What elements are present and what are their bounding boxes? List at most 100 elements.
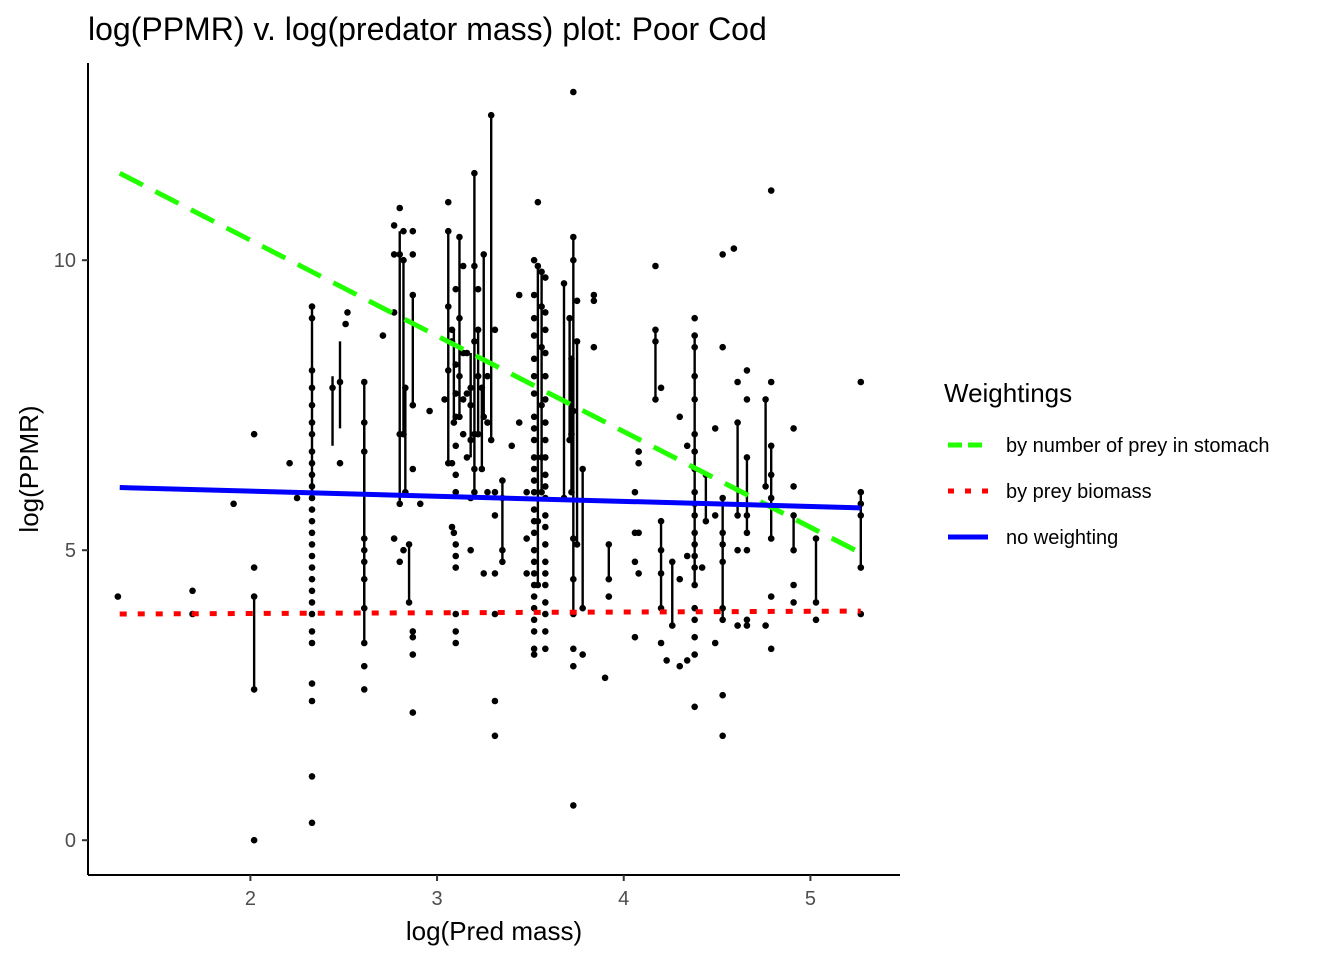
data-point-161 bbox=[523, 488, 530, 496]
data-point-131 bbox=[474, 430, 482, 438]
data-point-309 bbox=[719, 558, 726, 566]
data-point-120 bbox=[467, 546, 474, 554]
data-point-246 bbox=[590, 291, 598, 299]
data-point-239 bbox=[573, 338, 581, 345]
chart-title: log(PPMR) v. log(predator mass) plot: Po… bbox=[88, 11, 767, 47]
data-point-60 bbox=[396, 558, 404, 566]
data-point-328 bbox=[743, 367, 751, 374]
data-point-0 bbox=[114, 593, 122, 600]
data-point-249 bbox=[605, 575, 613, 583]
data-point-222 bbox=[560, 280, 568, 287]
data-point-348 bbox=[812, 535, 820, 542]
data-point-265 bbox=[657, 570, 665, 577]
legend-title: Weightings bbox=[944, 378, 1072, 408]
data-point-136 bbox=[478, 384, 486, 392]
data-point-129 bbox=[471, 262, 478, 270]
data-point-266 bbox=[657, 546, 665, 554]
data-point-18 bbox=[308, 599, 316, 606]
data-point-147 bbox=[491, 610, 499, 618]
data-point-251 bbox=[631, 633, 639, 641]
data-point-343 bbox=[790, 512, 797, 519]
data-point-123 bbox=[467, 401, 474, 409]
data-point-111 bbox=[456, 314, 463, 322]
data-point-180 bbox=[530, 425, 538, 432]
data-point-23 bbox=[308, 541, 316, 548]
data-point-108 bbox=[452, 285, 460, 293]
data-point-206 bbox=[542, 541, 549, 548]
error-bars bbox=[252, 115, 862, 690]
data-point-316 bbox=[734, 622, 741, 629]
data-point-216 bbox=[542, 372, 549, 380]
data-point-116 bbox=[459, 262, 467, 270]
data-point-232 bbox=[570, 575, 577, 583]
data-point-52 bbox=[360, 448, 368, 455]
data-point-20 bbox=[308, 575, 316, 583]
data-point-19 bbox=[308, 587, 316, 595]
data-point-124 bbox=[467, 384, 474, 392]
data-point-275 bbox=[683, 657, 691, 664]
data-point-288 bbox=[691, 512, 698, 519]
data-point-255 bbox=[635, 570, 642, 577]
data-point-178 bbox=[530, 454, 538, 461]
data-point-46 bbox=[360, 639, 368, 647]
data-point-204 bbox=[542, 570, 549, 577]
fit-line-1 bbox=[119, 608, 861, 617]
fit-line-2 bbox=[119, 485, 861, 511]
y-tick-label-5: 5 bbox=[65, 540, 76, 562]
data-point-157 bbox=[515, 419, 523, 426]
data-point-315 bbox=[730, 245, 738, 252]
data-point-38 bbox=[308, 303, 316, 310]
data-point-295 bbox=[691, 372, 698, 380]
data-point-186 bbox=[530, 314, 538, 322]
data-point-332 bbox=[767, 645, 775, 653]
data-point-106 bbox=[452, 390, 460, 397]
data-point-324 bbox=[743, 529, 751, 537]
data-point-294 bbox=[691, 396, 698, 403]
data-point-81 bbox=[409, 227, 417, 235]
data-point-158 bbox=[515, 291, 523, 299]
data-point-338 bbox=[767, 378, 775, 386]
data-point-12 bbox=[308, 773, 316, 780]
data-point-286 bbox=[691, 541, 698, 548]
data-point-208 bbox=[542, 512, 549, 519]
data-point-205 bbox=[542, 558, 549, 566]
legend-label-1: by prey biomass bbox=[1006, 481, 1152, 503]
data-point-77 bbox=[409, 465, 417, 473]
data-point-240 bbox=[573, 297, 581, 305]
data-point-72 bbox=[405, 541, 413, 548]
data-point-314 bbox=[719, 251, 726, 258]
data-point-32 bbox=[308, 430, 316, 438]
data-point-330 bbox=[762, 483, 769, 490]
data-point-30 bbox=[308, 459, 316, 467]
data-point-80 bbox=[409, 251, 417, 258]
data-point-243 bbox=[579, 465, 586, 473]
legend-label-2: no weighting bbox=[1006, 527, 1118, 549]
data-point-78 bbox=[409, 401, 417, 409]
data-point-267 bbox=[657, 517, 665, 525]
x-axis-title: log(Pred mass) bbox=[406, 916, 582, 946]
data-point-184 bbox=[530, 355, 538, 363]
data-point-226 bbox=[568, 430, 575, 438]
data-point-17 bbox=[308, 610, 316, 618]
data-point-56 bbox=[390, 535, 398, 542]
data-point-229 bbox=[570, 662, 577, 670]
data-point-55 bbox=[379, 332, 387, 339]
data-point-321 bbox=[743, 622, 751, 629]
data-point-268 bbox=[657, 384, 665, 392]
data-point-68 bbox=[400, 227, 407, 235]
data-point-86 bbox=[444, 367, 452, 374]
data-point-21 bbox=[308, 564, 316, 571]
data-point-227 bbox=[568, 355, 575, 363]
data-point-175 bbox=[530, 488, 538, 496]
data-point-135 bbox=[478, 465, 486, 473]
data-point-197 bbox=[538, 303, 545, 310]
data-point-238 bbox=[573, 541, 581, 548]
plot-area bbox=[114, 88, 865, 844]
data-point-42 bbox=[342, 320, 349, 328]
data-point-66 bbox=[400, 430, 407, 438]
data-point-334 bbox=[767, 535, 775, 542]
fit-line-0 bbox=[118, 170, 862, 556]
data-point-91 bbox=[448, 459, 456, 467]
data-point-15 bbox=[308, 639, 316, 647]
data-point-24 bbox=[308, 529, 316, 537]
